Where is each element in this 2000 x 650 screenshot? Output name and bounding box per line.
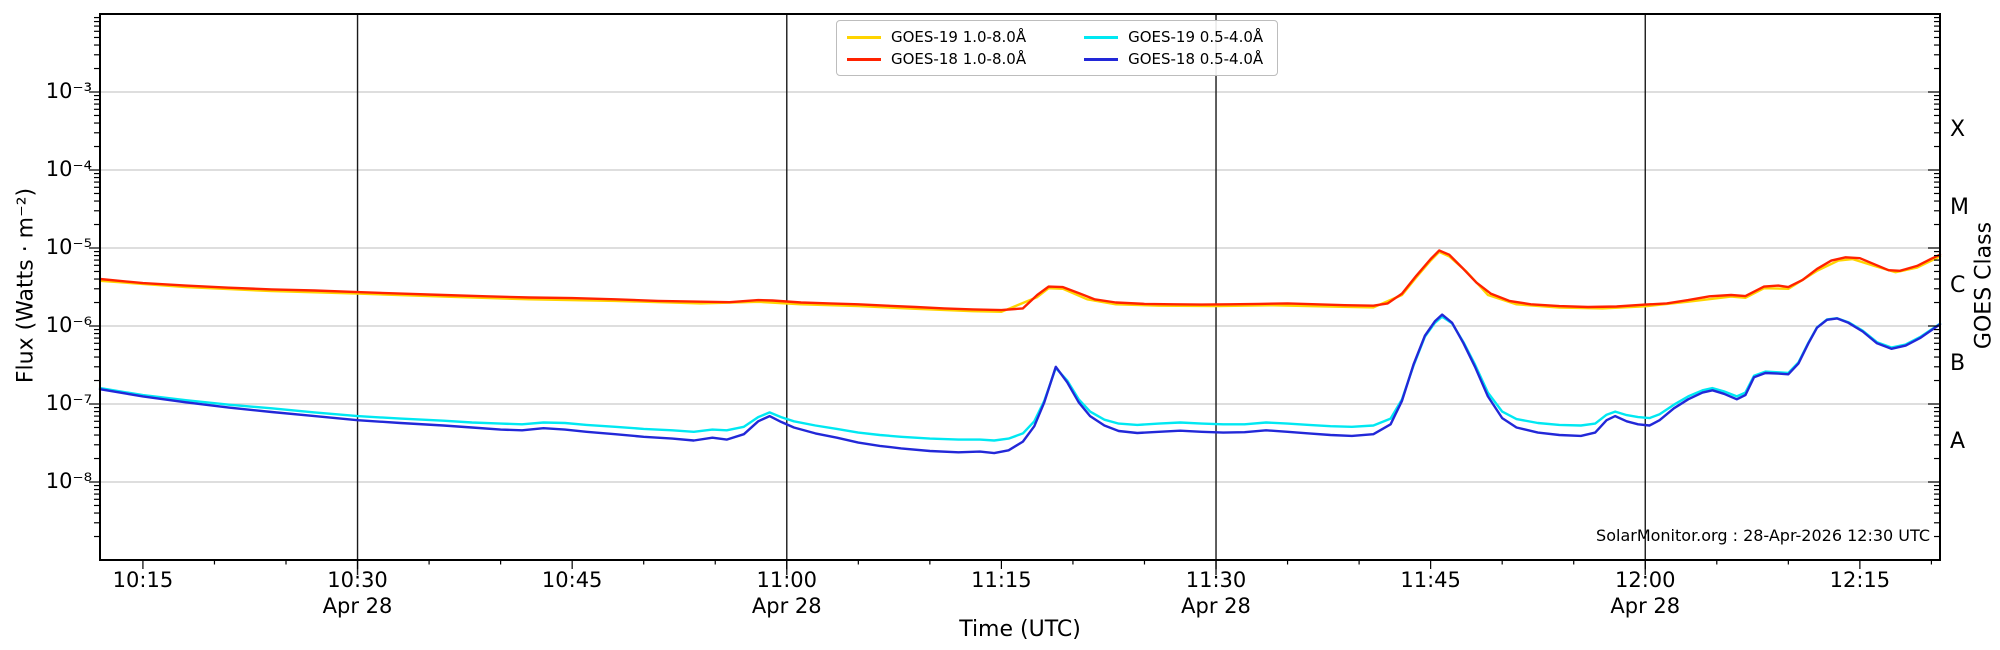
x-date-label: Apr 28 xyxy=(1181,594,1251,618)
date-gridlines xyxy=(356,14,1646,575)
y-tick-label: 10⁻⁸ xyxy=(45,469,92,493)
axis-ticks xyxy=(89,16,1940,569)
legend-item-goes19-short: GOES-19 0.5-4.0Å xyxy=(1084,28,1263,46)
right-axis-title: GOES Class xyxy=(1971,221,1997,350)
legend-line-goes18-short xyxy=(1084,57,1119,61)
goes-class-letter: B xyxy=(1950,351,1966,377)
x-date-label: Apr 28 xyxy=(322,594,393,618)
x-tick-label: 11:45 xyxy=(1400,568,1461,592)
legend: GOES-19 1.0-8.0Å GOES-18 1.0-8.0Å GOES-1… xyxy=(836,20,1279,76)
x-date-label: Apr 28 xyxy=(1610,594,1681,618)
y-axis-title: Flux (Watts · m⁻²) xyxy=(13,187,39,384)
series-line-goes-18-0-5-4-0a xyxy=(98,313,1942,455)
y-tick-label: 10⁻⁴ xyxy=(45,157,92,181)
flux-series-lines xyxy=(98,249,1942,455)
y-tick-label: 10⁻⁷ xyxy=(45,391,92,415)
x-tick-label: 10:45 xyxy=(541,568,603,592)
x-tick-label: 10:30 xyxy=(327,568,388,592)
y-tick-label: 10⁻³ xyxy=(45,79,92,103)
goes-class-letter: C xyxy=(1950,273,1966,299)
legend-item-goes18-long: GOES-18 1.0-8.0Å xyxy=(847,50,1026,68)
legend-line-goes19-short xyxy=(1084,35,1119,39)
legend-item-goes19-long: GOES-19 1.0-8.0Å xyxy=(847,28,1026,46)
legend-label: GOES-19 0.5-4.0Å xyxy=(1128,28,1264,46)
x-axis-title: Time (UTC) xyxy=(959,617,1081,642)
goes-class-letter: X xyxy=(1950,117,1966,143)
x-tick-label: 11:15 xyxy=(971,568,1032,592)
x-tick-label: 12:15 xyxy=(1829,568,1891,592)
plot-frame xyxy=(99,13,1941,561)
x-tick-label: 11:30 xyxy=(1185,568,1247,592)
goes-class-letter: A xyxy=(1950,429,1966,455)
gridlines xyxy=(100,91,1940,483)
legend-label: GOES-19 1.0-8.0Å xyxy=(891,28,1027,46)
x-tick-label: 10:15 xyxy=(112,568,174,592)
y-tick-label: 10⁻⁵ xyxy=(45,235,92,259)
series-line-goes-19-0-5-4-0a xyxy=(98,315,1942,442)
series-line-goes-18-1-0-8-0a xyxy=(98,249,1942,312)
legend-label: GOES-18 1.0-8.0Å xyxy=(891,50,1027,68)
goes-class-letter: M xyxy=(1950,195,1969,221)
legend-line-goes18-long xyxy=(847,57,881,61)
x-date-label: Apr 28 xyxy=(751,594,822,618)
legend-label: GOES-18 0.5-4.0Å xyxy=(1128,50,1264,68)
x-tick-label: 11:00 xyxy=(756,568,818,592)
y-tick-label: 10⁻⁶ xyxy=(45,313,92,337)
legend-item-goes18-short: GOES-18 0.5-4.0Å xyxy=(1084,50,1263,68)
plot-border xyxy=(99,13,1941,561)
legend-line-goes19-long xyxy=(847,35,881,39)
x-tick-label: 12:00 xyxy=(1614,568,1676,592)
solarmonitor-annotation: SolarMonitor.org : 28-Apr-2026 12:30 UTC xyxy=(1596,526,1930,545)
